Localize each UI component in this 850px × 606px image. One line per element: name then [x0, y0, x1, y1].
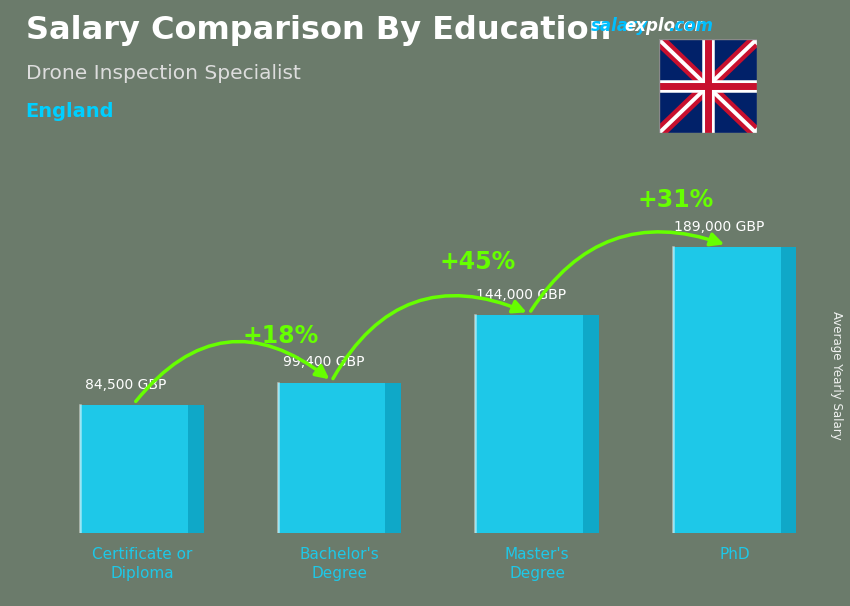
- Text: Certificate or
Diploma: Certificate or Diploma: [92, 547, 192, 581]
- Polygon shape: [780, 247, 796, 533]
- Text: 144,000 GBP: 144,000 GBP: [476, 288, 566, 302]
- Polygon shape: [278, 383, 385, 533]
- Text: Drone Inspection Specialist: Drone Inspection Specialist: [26, 64, 300, 82]
- Text: explorer: explorer: [625, 17, 704, 35]
- Text: 189,000 GBP: 189,000 GBP: [674, 219, 764, 233]
- Polygon shape: [385, 383, 401, 533]
- Text: Master's
Degree: Master's Degree: [505, 547, 570, 581]
- Text: PhD: PhD: [719, 547, 750, 562]
- Polygon shape: [673, 247, 780, 533]
- Text: +45%: +45%: [439, 250, 516, 274]
- Text: .com: .com: [668, 17, 713, 35]
- Text: +18%: +18%: [242, 324, 319, 348]
- Text: 84,500 GBP: 84,500 GBP: [85, 378, 167, 392]
- Polygon shape: [80, 405, 188, 533]
- Text: England: England: [26, 102, 114, 121]
- Text: +31%: +31%: [638, 188, 714, 212]
- Text: salary: salary: [591, 17, 648, 35]
- Polygon shape: [475, 315, 583, 533]
- Text: Salary Comparison By Education: Salary Comparison By Education: [26, 15, 611, 46]
- Polygon shape: [583, 315, 598, 533]
- Text: Bachelor's
Degree: Bachelor's Degree: [300, 547, 379, 581]
- Polygon shape: [188, 405, 203, 533]
- Text: 99,400 GBP: 99,400 GBP: [283, 355, 365, 369]
- Text: Average Yearly Salary: Average Yearly Salary: [830, 311, 843, 440]
